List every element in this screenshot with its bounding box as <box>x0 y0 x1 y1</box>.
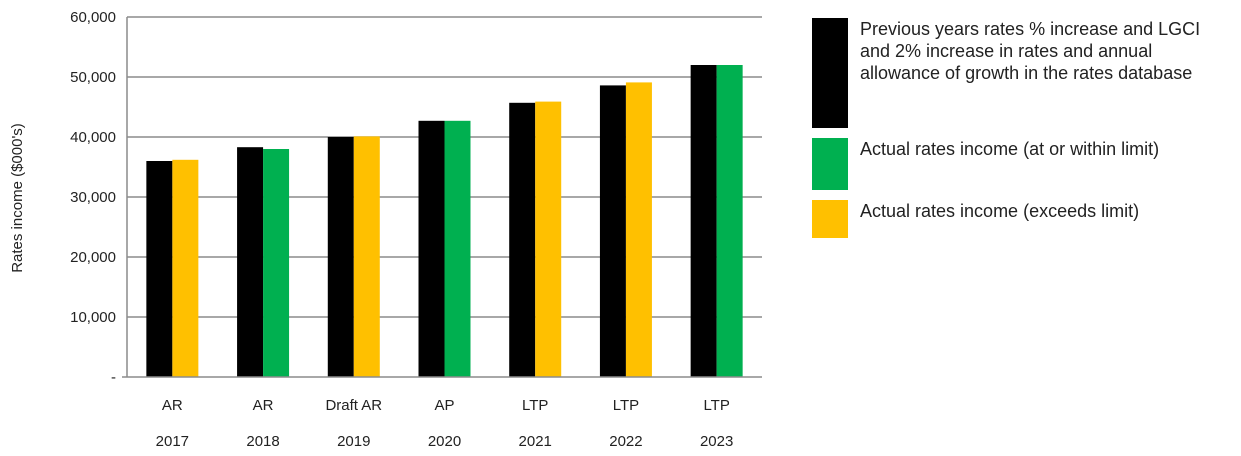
bar-actual-2023 <box>716 65 743 377</box>
bar-actual-2018 <box>263 149 290 377</box>
x-tick-label: Draft AR <box>325 397 382 414</box>
bar-actual-2020 <box>444 120 471 378</box>
legend-item-baseline: Previous years rates % increase and LGCI… <box>812 18 1232 128</box>
y-tick-label: 40,000 <box>70 129 116 146</box>
legend-swatch-yellow <box>812 200 848 238</box>
legend-item-exceeds-limit: Actual rates income (exceeds limit) <box>812 200 1232 238</box>
legend-label: Actual rates income (exceeds limit) <box>860 201 1140 221</box>
x-tick-label: AR <box>253 397 274 414</box>
legend-item-within-limit: Actual rates income (at or within limit) <box>812 138 1232 190</box>
x-tick-year: 2018 <box>246 433 279 450</box>
bar-actual-2022 <box>625 82 652 378</box>
axes: - 10,000 20,000 30,000 40,000 50,000 60,000 AR 2… <box>70 9 762 450</box>
legend-label: Previous years rates % increase and LGCI… <box>860 19 1201 83</box>
y-tick-label: 30,000 <box>70 189 116 206</box>
bar-actual-2017 <box>172 159 199 377</box>
x-tick-label: LTP <box>613 397 639 414</box>
x-tick-label: AR <box>162 397 183 414</box>
legend-swatch-green <box>812 138 848 190</box>
legend-swatch-black <box>812 18 848 128</box>
x-tick-label: LTP <box>703 397 729 414</box>
bar-baseline-2022 <box>599 85 626 378</box>
y-tick-label: - <box>111 369 116 386</box>
y-axis-title: Rates income ($000's) <box>9 123 26 273</box>
y-tick-label: 50,000 <box>70 69 116 86</box>
x-tick-year: 2017 <box>156 433 189 450</box>
bar-baseline-2018 <box>237 147 264 377</box>
bar-baseline-2021 <box>509 102 536 378</box>
y-tick-label: 60,000 <box>70 9 116 26</box>
y-tick-label: 10,000 <box>70 309 116 326</box>
bars <box>146 65 743 378</box>
legend-label: Actual rates income (at or within limit) <box>860 139 1160 159</box>
bar-chart: - 10,000 20,000 30,000 40,000 50,000 60,000 AR 2… <box>9 9 762 450</box>
x-tick-label: LTP <box>522 397 548 414</box>
bar-baseline-2020 <box>418 120 445 378</box>
legend: Previous years rates % increase and LGCI… <box>812 18 1232 248</box>
bar-actual-2019 <box>353 136 380 377</box>
x-tick-label: AP <box>434 397 454 414</box>
x-tick-year: 2020 <box>428 433 461 450</box>
bar-baseline-2017 <box>146 161 173 377</box>
x-tick-year: 2019 <box>337 433 370 450</box>
bar-actual-2021 <box>535 101 562 377</box>
x-tick-year: 2022 <box>609 433 642 450</box>
bar-baseline-2023 <box>690 65 717 377</box>
y-tick-label: 20,000 <box>70 249 116 266</box>
x-tick-year: 2021 <box>519 433 552 450</box>
x-tick-year: 2023 <box>700 433 733 450</box>
bar-baseline-2019 <box>327 137 354 377</box>
